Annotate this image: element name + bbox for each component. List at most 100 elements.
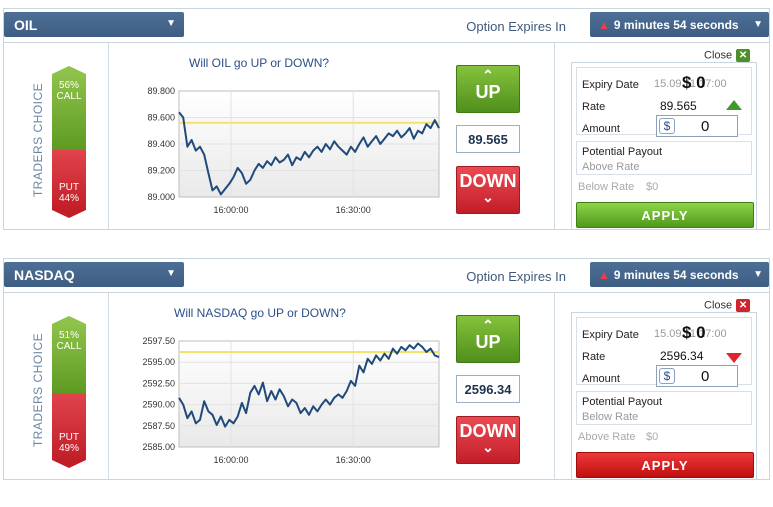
rate-direction-icon [726,100,742,110]
apply-button[interactable]: APPLY [576,452,754,478]
close-control[interactable]: Close ✕ [704,49,751,62]
chevron-down-icon: ▼ [753,19,763,30]
expiry-value: 15.09.11 17:00 [654,328,727,340]
call-percentage: 56% CALL [52,74,86,150]
chart-svg: 2597.50 2595.00 2592.50 2590.00 2587.50 2585.… [142,336,440,465]
y-tick-label: 2597.50 [142,336,175,346]
currency-icon: $ [659,368,675,384]
current-price: 2596.34 [456,375,520,403]
traders-choice-label: TRADERS CHOICE [31,332,45,448]
expiry-label: Expiry Date [582,329,639,341]
expiry-label: Expiry Date [582,79,639,91]
x-tick-label: 16:00:00 [213,205,248,215]
currency-icon: $ [659,118,675,134]
apply-button[interactable]: APPLY [576,202,754,228]
below-rate-label: Above Rate [578,431,636,443]
price-series-line [178,342,440,428]
payout-box [576,391,752,425]
amount-input[interactable]: $ 0 [656,365,738,387]
close-icon[interactable]: ✕ [736,49,751,62]
chevron-up-icon: ⌃ [482,317,494,333]
divider [554,293,555,479]
amount-input[interactable]: $ 0 [656,115,738,137]
up-label: UP [475,332,501,352]
expires-countdown: 9 minutes 54 seconds [613,18,739,32]
rate-value: 2596.34 [660,349,704,363]
asset-name: OIL [14,17,38,33]
amount-value: 0 [701,368,710,385]
expires-label: Option Expires In [466,269,566,284]
payout-amount: $ 0 [682,323,706,342]
chevron-down-icon: ⌄ [482,189,494,205]
rate-direction-icon [726,353,742,363]
below-rate-value: $0 [646,431,659,443]
option-panel: NASDAQ ▼ Option Expires In ▲ 9 minutes 54… [3,258,770,480]
y-tick-label: 2587.50 [142,421,175,431]
down-button[interactable]: DOWN ⌄ [456,416,520,464]
down-label: DOWN [459,171,517,191]
panel-header: NASDAQ ▼ Option Expires In ▲ 9 minutes 54… [4,259,769,293]
payout-label: Potential Payout [582,396,663,408]
above-rate-label: Below Rate [582,411,639,423]
meter-cap-bottom [52,460,86,468]
asset-select[interactable]: OIL ▼ [4,12,184,37]
divider [554,43,555,229]
chart-svg: 89.800 89.600 89.400 89.200 89.000 16:00:00 16… [147,86,440,215]
put-percentage: PUT 44% [52,150,86,210]
y-tick-label: 89.400 [147,139,175,149]
asset-select[interactable]: NASDAQ ▼ [4,262,184,287]
amount-label: Amount [582,123,620,135]
close-label: Close [704,49,733,62]
price-chart: 2597.50 2595.00 2592.50 2590.00 2587.50 2585.… [134,335,444,475]
question-text: Will OIL go UP or DOWN? [189,56,330,70]
down-button[interactable]: DOWN ⌄ [456,166,520,214]
close-control[interactable]: Close ✕ [704,299,751,312]
trade-form: Expiry Date 15.09.11 17:00 Rate 2596.34 … [571,312,757,480]
meter-cap-top [52,316,86,324]
up-label: UP [475,82,501,102]
sentiment-meter: 51% CALL PUT 49% [52,316,86,468]
payout-box [576,141,752,175]
alarm-icon: ▲ [598,268,610,282]
amount-value: 0 [701,118,710,135]
call-percentage: 51% CALL [52,324,86,393]
price-chart: 89.800 89.600 89.400 89.200 89.000 16:00:00 16… [134,85,444,225]
y-tick-label: 2592.50 [142,378,175,388]
y-tick-label: 89.800 [147,86,175,96]
close-icon[interactable]: ✕ [736,299,751,312]
up-button[interactable]: ⌃ UP [456,65,520,113]
meter-cap-bottom [52,210,86,218]
chevron-down-icon: ▼ [166,268,176,279]
current-price: 89.565 [456,125,520,153]
x-tick-label: 16:30:00 [336,455,371,465]
x-tick-label: 16:30:00 [336,205,371,215]
meter-cap-top [52,66,86,74]
y-tick-label: 89.200 [147,166,175,176]
option-panel: OIL ▼ Option Expires In ▲ 9 minutes 54 se… [3,8,770,230]
panel-header: OIL ▼ Option Expires In ▲ 9 minutes 54 se… [4,9,769,43]
rate-label: Rate [582,351,606,363]
price-series-line [178,111,440,196]
chevron-up-icon: ⌃ [482,67,494,83]
x-tick-label: 16:00:00 [213,455,248,465]
put-percentage: PUT 49% [52,393,86,460]
divider [108,43,109,229]
y-tick-label: 2595.00 [142,357,175,367]
expires-dropdown[interactable]: ▲ 9 minutes 54 seconds ▼ [590,262,769,287]
divider [108,293,109,479]
up-button[interactable]: ⌃ UP [456,315,520,363]
y-tick-label: 2585.00 [142,442,175,452]
expires-countdown: 9 minutes 54 seconds [613,268,739,282]
alarm-icon: ▲ [598,18,610,32]
expires-dropdown[interactable]: ▲ 9 minutes 54 seconds ▼ [590,12,769,37]
amount-label: Amount [582,373,620,385]
below-rate-value: $0 [646,181,659,193]
trade-form: Expiry Date 15.09.11 17:00 Rate 89.565 A… [571,62,757,230]
asset-name: NASDAQ [14,267,75,283]
y-tick-label: 89.600 [147,113,175,123]
chevron-down-icon: ▼ [753,269,763,280]
rate-label: Rate [582,101,606,113]
question-text: Will NASDAQ go UP or DOWN? [174,306,346,320]
y-tick-label: 2590.00 [142,400,175,410]
below-rate-label: Below Rate [578,181,635,193]
